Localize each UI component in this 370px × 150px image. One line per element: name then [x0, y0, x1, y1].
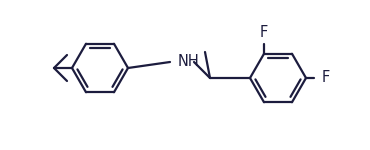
Text: NH: NH — [178, 54, 200, 69]
Text: F: F — [322, 70, 330, 86]
Text: F: F — [260, 25, 268, 40]
